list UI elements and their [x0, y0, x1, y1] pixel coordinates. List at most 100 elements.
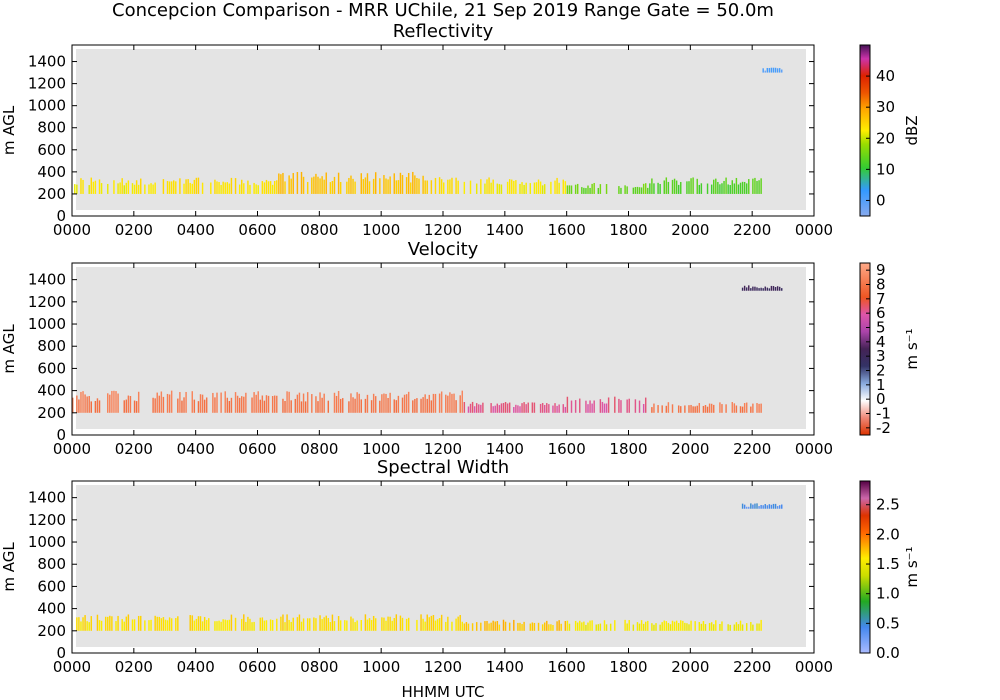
data-cell	[238, 184, 241, 194]
data-cell	[251, 622, 253, 631]
data-cell	[513, 180, 515, 194]
y-tick-label: 1000	[28, 315, 66, 333]
data-cell	[426, 180, 428, 194]
data-cell	[618, 398, 620, 413]
data-cell	[461, 390, 463, 413]
data-cell	[154, 615, 156, 631]
data-cell	[306, 618, 309, 631]
x-tick-label: 1400	[486, 440, 524, 458]
data-cell	[166, 620, 169, 631]
data-cell	[321, 397, 323, 413]
data-cell	[255, 394, 257, 413]
data-cell	[96, 614, 99, 631]
data-cell	[453, 393, 455, 413]
data-cell	[451, 393, 453, 413]
data-cell	[758, 506, 760, 509]
data-cell	[465, 622, 468, 631]
data-cell	[263, 400, 266, 413]
data-cell	[399, 172, 402, 194]
data-cell	[756, 180, 758, 194]
data-cell	[601, 401, 604, 413]
data-cell	[729, 185, 731, 194]
data-cell	[90, 177, 92, 194]
data-cell	[164, 619, 167, 631]
data-cell	[752, 286, 754, 291]
colorbar-tick-label: -2	[876, 419, 891, 437]
data-cell	[381, 394, 383, 413]
data-cell	[226, 182, 229, 194]
colorbar-tick-label: 40	[876, 67, 895, 85]
data-cell	[389, 392, 391, 413]
data-cell	[125, 399, 128, 413]
data-cell	[766, 505, 769, 509]
data-cell	[715, 178, 717, 194]
data-cell	[492, 620, 494, 631]
data-cell	[302, 393, 305, 413]
data-cell	[558, 182, 560, 194]
data-cell	[774, 503, 777, 509]
data-cell	[278, 173, 280, 194]
data-cell	[702, 621, 705, 631]
data-cell	[696, 405, 698, 413]
data-cell	[364, 614, 367, 631]
data-cell	[447, 179, 449, 194]
data-cell	[249, 184, 251, 194]
data-cell	[754, 286, 756, 291]
data-cell	[352, 618, 354, 631]
data-cell	[760, 178, 762, 194]
data-cell	[393, 399, 395, 413]
data-cell	[723, 180, 725, 194]
data-cell	[587, 622, 589, 631]
data-cell	[162, 617, 165, 631]
colorbar-tick-label: 5	[876, 319, 886, 337]
x-tick-label: 2200	[733, 221, 771, 239]
data-cell	[564, 181, 567, 194]
data-cell	[721, 404, 723, 413]
data-cell	[605, 403, 608, 413]
data-cell	[663, 620, 665, 631]
data-cell	[478, 404, 480, 413]
data-cell	[710, 622, 713, 631]
x-axis-label: HHMM UTC	[402, 683, 485, 700]
data-cell	[523, 184, 525, 194]
data-cell	[350, 616, 352, 631]
data-cell	[117, 615, 119, 631]
data-cell	[482, 402, 484, 413]
data-cell	[325, 615, 327, 631]
data-cell	[508, 402, 511, 413]
data-cell	[337, 390, 340, 413]
data-cell	[445, 621, 447, 631]
data-cell	[599, 184, 602, 194]
data-cell	[762, 68, 764, 73]
data-cell	[443, 182, 445, 194]
data-cell	[280, 174, 282, 194]
data-cell	[98, 620, 101, 631]
data-cell	[228, 183, 231, 194]
data-cell	[189, 615, 191, 631]
data-cell	[84, 615, 86, 631]
data-cell	[710, 184, 713, 194]
data-cell	[286, 614, 288, 631]
data-cell	[220, 184, 222, 194]
data-cell	[758, 623, 760, 631]
data-cell	[306, 392, 309, 413]
data-cell	[708, 622, 711, 631]
data-cell	[302, 618, 305, 631]
data-cell	[220, 621, 222, 631]
data-cell	[688, 405, 690, 413]
data-cell	[781, 504, 783, 509]
data-cell	[401, 397, 404, 413]
data-cell	[374, 396, 377, 413]
data-cell	[313, 176, 315, 194]
data-cell	[197, 177, 200, 194]
data-cell	[210, 182, 212, 194]
data-cell	[243, 396, 245, 413]
data-cell	[743, 181, 746, 194]
data-cell	[284, 181, 286, 194]
data-cell	[296, 172, 299, 194]
data-cell	[372, 178, 375, 194]
x-tick-label: 1600	[548, 221, 586, 239]
data-cell	[177, 616, 179, 631]
